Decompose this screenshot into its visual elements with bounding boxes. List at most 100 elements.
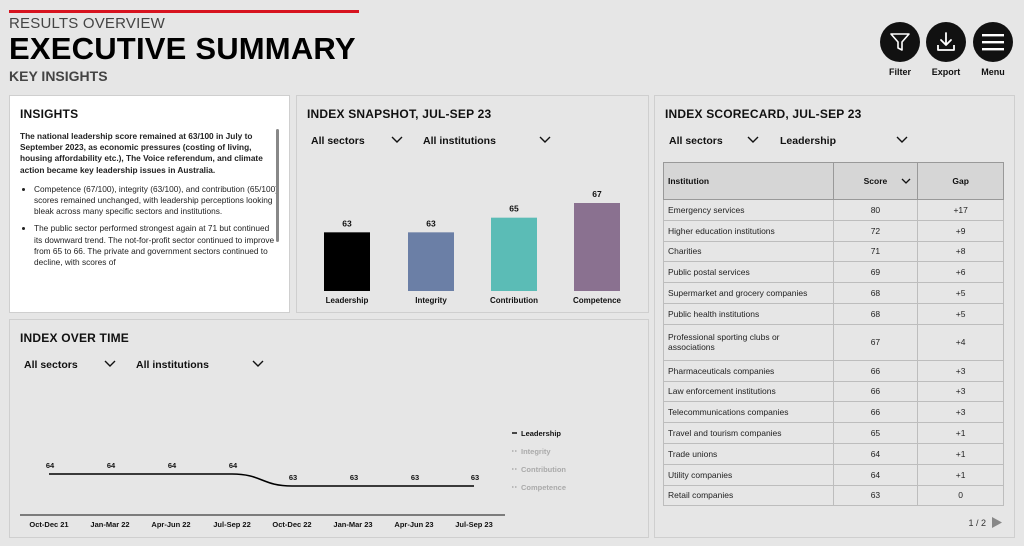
table-row[interactable]: Public health institutions 68 +5 bbox=[663, 302, 1004, 325]
score-cell: 64 bbox=[832, 463, 919, 486]
table-row[interactable]: Charities 71 +8 bbox=[663, 240, 1004, 263]
line-point-label: 63 bbox=[289, 473, 297, 482]
insights-title: INSIGHTS bbox=[20, 107, 79, 121]
dropdown-value: All sectors bbox=[311, 135, 365, 147]
line-point-label: 64 bbox=[229, 461, 238, 470]
column-header-institution[interactable]: Institution bbox=[663, 162, 834, 200]
insights-scrollbar[interactable] bbox=[276, 129, 279, 242]
bar-leadership[interactable] bbox=[324, 232, 370, 291]
institution-cell: Public health institutions bbox=[663, 302, 834, 325]
snapshot-title: INDEX SNAPSHOT, JUL-SEP 23 bbox=[307, 107, 492, 121]
bar-competence[interactable] bbox=[574, 203, 620, 291]
x-tick-label: Oct-Dec 22 bbox=[272, 520, 311, 529]
scorecard-sector-dropdown[interactable]: All sectors bbox=[669, 134, 761, 148]
institution-cell: Supermarket and grocery companies bbox=[663, 282, 834, 304]
institution-cell: Retail companies bbox=[663, 484, 834, 507]
line-point-label: 63 bbox=[471, 473, 479, 482]
export-label: Export bbox=[931, 67, 961, 77]
score-cell: 66 bbox=[832, 401, 919, 424]
gap-cell: +9 bbox=[917, 219, 1004, 242]
table-row[interactable]: Supermarket and grocery companies 68 +5 bbox=[663, 282, 1004, 304]
line-point-label: 64 bbox=[46, 461, 55, 470]
insights-body: The national leadership score remained a… bbox=[20, 131, 278, 274]
table-row[interactable]: Law enforcement institutions 66 +3 bbox=[663, 380, 1004, 403]
legend-item[interactable]: Integrity bbox=[521, 447, 551, 456]
page-subtitle: RESULTS OVERVIEW bbox=[9, 15, 166, 32]
legend-item[interactable]: Contribution bbox=[521, 465, 566, 474]
gap-cell: +17 bbox=[917, 199, 1004, 221]
institution-cell: Trade unions bbox=[663, 442, 834, 465]
table-row[interactable]: Emergency services 80 +17 bbox=[663, 199, 1004, 221]
score-cell: 69 bbox=[832, 261, 919, 284]
menu-button[interactable]: Menu bbox=[972, 22, 1014, 77]
institution-cell: Pharmaceuticals companies bbox=[663, 359, 834, 382]
legend-item[interactable]: Leadership bbox=[521, 429, 561, 438]
institution-cell: Higher education institutions bbox=[663, 219, 834, 242]
line-series-leadership[interactable] bbox=[49, 473, 474, 487]
snapshot-sector-dropdown[interactable]: All sectors bbox=[311, 134, 407, 148]
score-cell: 68 bbox=[832, 302, 919, 325]
dropdown-value: Leadership bbox=[780, 135, 837, 147]
scorecard-measure-dropdown[interactable]: Leadership bbox=[780, 134, 910, 148]
insights-lead: The national leadership score remained a… bbox=[20, 131, 263, 175]
scorecard-title: INDEX SCORECARD, JUL-SEP 23 bbox=[665, 107, 862, 121]
gap-cell: 0 bbox=[917, 484, 1004, 507]
gap-cell: +1 bbox=[917, 442, 1004, 465]
insights-panel: INSIGHTS The national leadership score r… bbox=[9, 95, 290, 313]
filter-icon bbox=[890, 33, 910, 51]
score-cell: 65 bbox=[832, 422, 919, 444]
column-header-score-label: Score bbox=[863, 176, 888, 186]
gap-cell: +3 bbox=[917, 380, 1004, 403]
legend-item[interactable]: Competence bbox=[521, 483, 566, 492]
institution-cell: Law enforcement institutions bbox=[663, 380, 834, 403]
gap-cell: +3 bbox=[917, 359, 1004, 382]
dropdown-value: All institutions bbox=[423, 135, 496, 147]
bar-integrity[interactable] bbox=[408, 232, 454, 291]
score-cell: 66 bbox=[832, 380, 919, 403]
column-header-gap[interactable]: Gap bbox=[917, 162, 1004, 200]
filter-button[interactable]: Filter bbox=[879, 22, 921, 77]
export-button[interactable]: Export bbox=[925, 22, 967, 77]
over-time-institution-dropdown[interactable]: All institutions bbox=[136, 358, 268, 372]
table-row[interactable]: Professional sporting clubs or associati… bbox=[663, 323, 1004, 361]
table-row[interactable]: Telecommunications companies 66 +3 bbox=[663, 401, 1004, 424]
bar-value-label: 63 bbox=[426, 218, 436, 228]
over-time-sector-dropdown[interactable]: All sectors bbox=[24, 358, 120, 372]
over-time-title: INDEX OVER TIME bbox=[20, 331, 130, 345]
x-tick-label: Jan-Mar 22 bbox=[90, 520, 129, 529]
snapshot-bar-chart: 63 Leadership 63 Integrity 65 Contribution 67 C… bbox=[324, 189, 622, 305]
table-row[interactable]: Higher education institutions 72 +9 bbox=[663, 219, 1004, 242]
page-title: EXECUTIVE SUMMARY bbox=[9, 31, 356, 66]
bar-contribution[interactable] bbox=[491, 217, 537, 291]
bar-category-label: Leadership bbox=[326, 296, 369, 305]
gap-cell: +1 bbox=[917, 463, 1004, 486]
pagination: 1 / 2 bbox=[968, 517, 1002, 528]
page-indicator: 1 / 2 bbox=[968, 517, 986, 528]
bar-value-label: 65 bbox=[509, 204, 519, 214]
bar-category-label: Competence bbox=[573, 296, 622, 305]
score-cell: 68 bbox=[832, 282, 919, 304]
line-point-label: 63 bbox=[411, 473, 419, 482]
snapshot-institution-dropdown[interactable]: All institutions bbox=[423, 134, 553, 148]
bar-category-label: Integrity bbox=[415, 296, 447, 305]
column-header-score[interactable]: Score bbox=[832, 162, 919, 200]
x-tick-label: Oct-Dec 21 bbox=[29, 520, 68, 529]
score-cell: 80 bbox=[832, 199, 919, 221]
bar-value-label: 63 bbox=[342, 218, 352, 228]
chevron-down-icon bbox=[252, 360, 264, 367]
table-row[interactable]: Trade unions 64 +1 bbox=[663, 442, 1004, 465]
institution-cell: Travel and tourism companies bbox=[663, 422, 834, 444]
gap-cell: +4 bbox=[917, 323, 1004, 361]
score-cell: 72 bbox=[832, 219, 919, 242]
table-row[interactable]: Travel and tourism companies 65 +1 bbox=[663, 422, 1004, 444]
table-row[interactable]: Pharmaceuticals companies 66 +3 bbox=[663, 359, 1004, 382]
table-row[interactable]: Retail companies 63 0 bbox=[663, 484, 1004, 507]
next-page-icon[interactable] bbox=[991, 517, 1002, 528]
table-row[interactable]: Utility companies 64 +1 bbox=[663, 463, 1004, 486]
institution-cell: Professional sporting clubs or associati… bbox=[663, 323, 834, 361]
institution-cell: Utility companies bbox=[663, 463, 834, 486]
bar-category-label: Contribution bbox=[490, 296, 538, 305]
table-row[interactable]: Public postal services 69 +6 bbox=[663, 261, 1004, 284]
sort-chevron-icon bbox=[901, 178, 911, 184]
section-label: KEY INSIGHTS bbox=[9, 68, 108, 84]
